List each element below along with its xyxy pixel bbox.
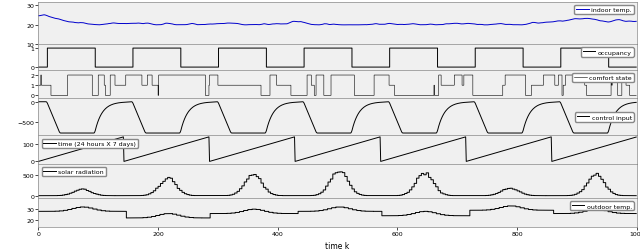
Legend: solar radiation: solar radiation (42, 168, 106, 177)
Legend: time (24 hours X 7 days): time (24 hours X 7 days) (42, 139, 138, 148)
Legend: outdoor temp.: outdoor temp. (570, 202, 634, 211)
Legend: occupancy: occupancy (581, 48, 634, 57)
X-axis label: time k: time k (326, 241, 349, 250)
Legend: comfort state: comfort state (572, 74, 634, 83)
Legend: control input: control input (575, 113, 634, 122)
Legend: indoor temp.: indoor temp. (574, 6, 634, 15)
